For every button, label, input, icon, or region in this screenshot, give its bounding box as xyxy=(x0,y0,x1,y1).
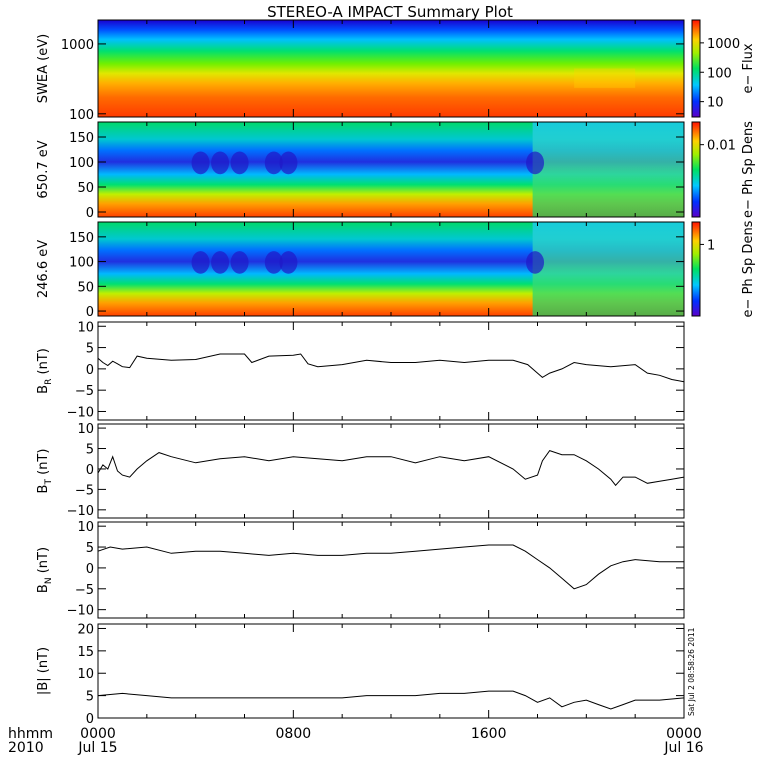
x-tick-label: 1600 xyxy=(471,726,507,742)
colorbar-tick-label: 10 xyxy=(707,96,724,111)
panel-7: 0 5 10 15 20 |B| (nT) xyxy=(36,622,685,727)
y-tick-label: −5 xyxy=(75,384,94,399)
y-axis-label: SWEA (eV) xyxy=(36,34,51,103)
x-tick-label: 0000 xyxy=(666,726,702,742)
y-tick-label: 20 xyxy=(77,622,94,637)
y-tick-label: 150 xyxy=(69,131,94,146)
y-axis-label: BT (nT) xyxy=(36,449,54,494)
panel-3: 1 e− Ph Sp Dens 0 50 100 150 246.6 eV xyxy=(36,220,756,320)
y-tick-label: 0 xyxy=(86,206,94,221)
data-line xyxy=(97,450,685,487)
y-tick-label: 5 xyxy=(86,342,94,357)
y-tick-label: 5 xyxy=(86,443,94,458)
y-axis-label: BR (nT) xyxy=(36,348,54,394)
panel-frame xyxy=(97,521,685,619)
spectrogram-blob-3 xyxy=(230,251,249,274)
y-tick-label: 100 xyxy=(69,256,94,271)
spectrogram-blob-5 xyxy=(279,151,298,175)
x-tick-label: 0800 xyxy=(276,726,312,742)
spectrogram-blob-6 xyxy=(526,151,545,175)
y-axis-label: 650.7 eV xyxy=(36,140,51,198)
y-axis-label: 246.6 eV xyxy=(36,240,51,298)
spectrogram-blob-3 xyxy=(230,151,249,175)
y-tick-label: 15 xyxy=(77,645,94,660)
colorbar xyxy=(691,221,701,317)
y-tick-label: 10 xyxy=(77,422,94,437)
panel-4: −10 −5 0 5 10 BR (nT) xyxy=(36,320,685,421)
y-tick-label: 5 xyxy=(86,690,94,705)
spectrogram-blob-1 xyxy=(191,151,210,175)
data-line xyxy=(97,690,685,710)
colorbar xyxy=(691,121,701,218)
colorbar-tick-label: 100 xyxy=(707,66,732,81)
y-tick-label: 0 xyxy=(86,562,94,577)
panel-frame xyxy=(97,423,685,519)
y-axis-label: |B| (nT) xyxy=(36,647,51,695)
spectrogram-late-region xyxy=(532,222,684,316)
colorbar-tick-label: 1 xyxy=(707,238,715,253)
y-tick-label: 1000 xyxy=(61,38,94,53)
y-tick-label: 0 xyxy=(86,463,94,478)
spectrogram-highlight xyxy=(574,68,636,88)
y-tick-label: 0 xyxy=(86,305,94,320)
y-tick-label: 0 xyxy=(86,363,94,378)
y-tick-label: 50 xyxy=(77,181,94,196)
spectrogram-blob-4 xyxy=(264,251,283,274)
colorbar xyxy=(691,19,701,118)
spectrogram-image xyxy=(98,20,684,117)
colorbar-label: e− Ph Sp Dens xyxy=(741,121,756,218)
spectrogram-blob-4 xyxy=(264,151,283,175)
spectrogram-blob-5 xyxy=(279,251,298,274)
y-tick-label: −5 xyxy=(75,483,94,498)
spectrogram-blob-2 xyxy=(211,151,230,175)
panel-2: 0.01 e− Ph Sp Dens 0 50 100 150 650.7 eV xyxy=(36,121,756,221)
x-tick-date: Jul 16 xyxy=(663,740,703,756)
spectrogram-blob-6 xyxy=(526,251,545,274)
y-tick-label: −10 xyxy=(67,405,94,420)
panel-frame xyxy=(97,321,685,421)
data-line xyxy=(97,544,684,590)
x-axis-header-year: 2010 xyxy=(8,740,44,756)
timestamp-label: Sat Jul 2 08:58:26 2011 xyxy=(687,627,696,716)
y-tick-label: 50 xyxy=(77,280,94,295)
x-tick-date: Jul 15 xyxy=(77,740,117,756)
spectrogram-blob-2 xyxy=(211,251,230,274)
spectrogram-late-region xyxy=(532,122,684,217)
chart-title: STEREO-A IMPACT Summary Plot xyxy=(267,3,513,21)
x-axis-header-hhmm: hhmm xyxy=(8,726,53,742)
colorbar-label: e− Ph Sp Dens xyxy=(741,220,756,317)
y-tick-label: 100 xyxy=(69,108,94,123)
y-tick-label: −5 xyxy=(75,583,94,598)
colorbar-tick-label: 1000 xyxy=(707,37,740,52)
colorbar-label: e− Flux xyxy=(741,43,756,93)
y-tick-label: −10 xyxy=(67,504,94,519)
spectrogram-blob-1 xyxy=(191,251,210,274)
y-tick-label: 0 xyxy=(86,712,94,727)
y-axis-label: BN (nT) xyxy=(36,547,54,593)
y-tick-label: 10 xyxy=(77,667,94,682)
panel-5: −10 −5 0 5 10 BT (nT) xyxy=(36,422,685,519)
y-tick-label: 10 xyxy=(77,320,94,335)
y-tick-label: 100 xyxy=(69,156,94,171)
panel-6: −10 −5 0 5 10 BN (nT) xyxy=(36,520,685,619)
x-tick-label: 0000 xyxy=(80,726,116,742)
y-tick-label: 150 xyxy=(69,231,94,246)
colorbar-tick-label: 0.01 xyxy=(707,139,736,154)
data-line xyxy=(97,353,685,383)
y-tick-label: −10 xyxy=(67,604,94,619)
y-tick-label: 5 xyxy=(86,541,94,556)
y-tick-label: 10 xyxy=(77,520,94,535)
